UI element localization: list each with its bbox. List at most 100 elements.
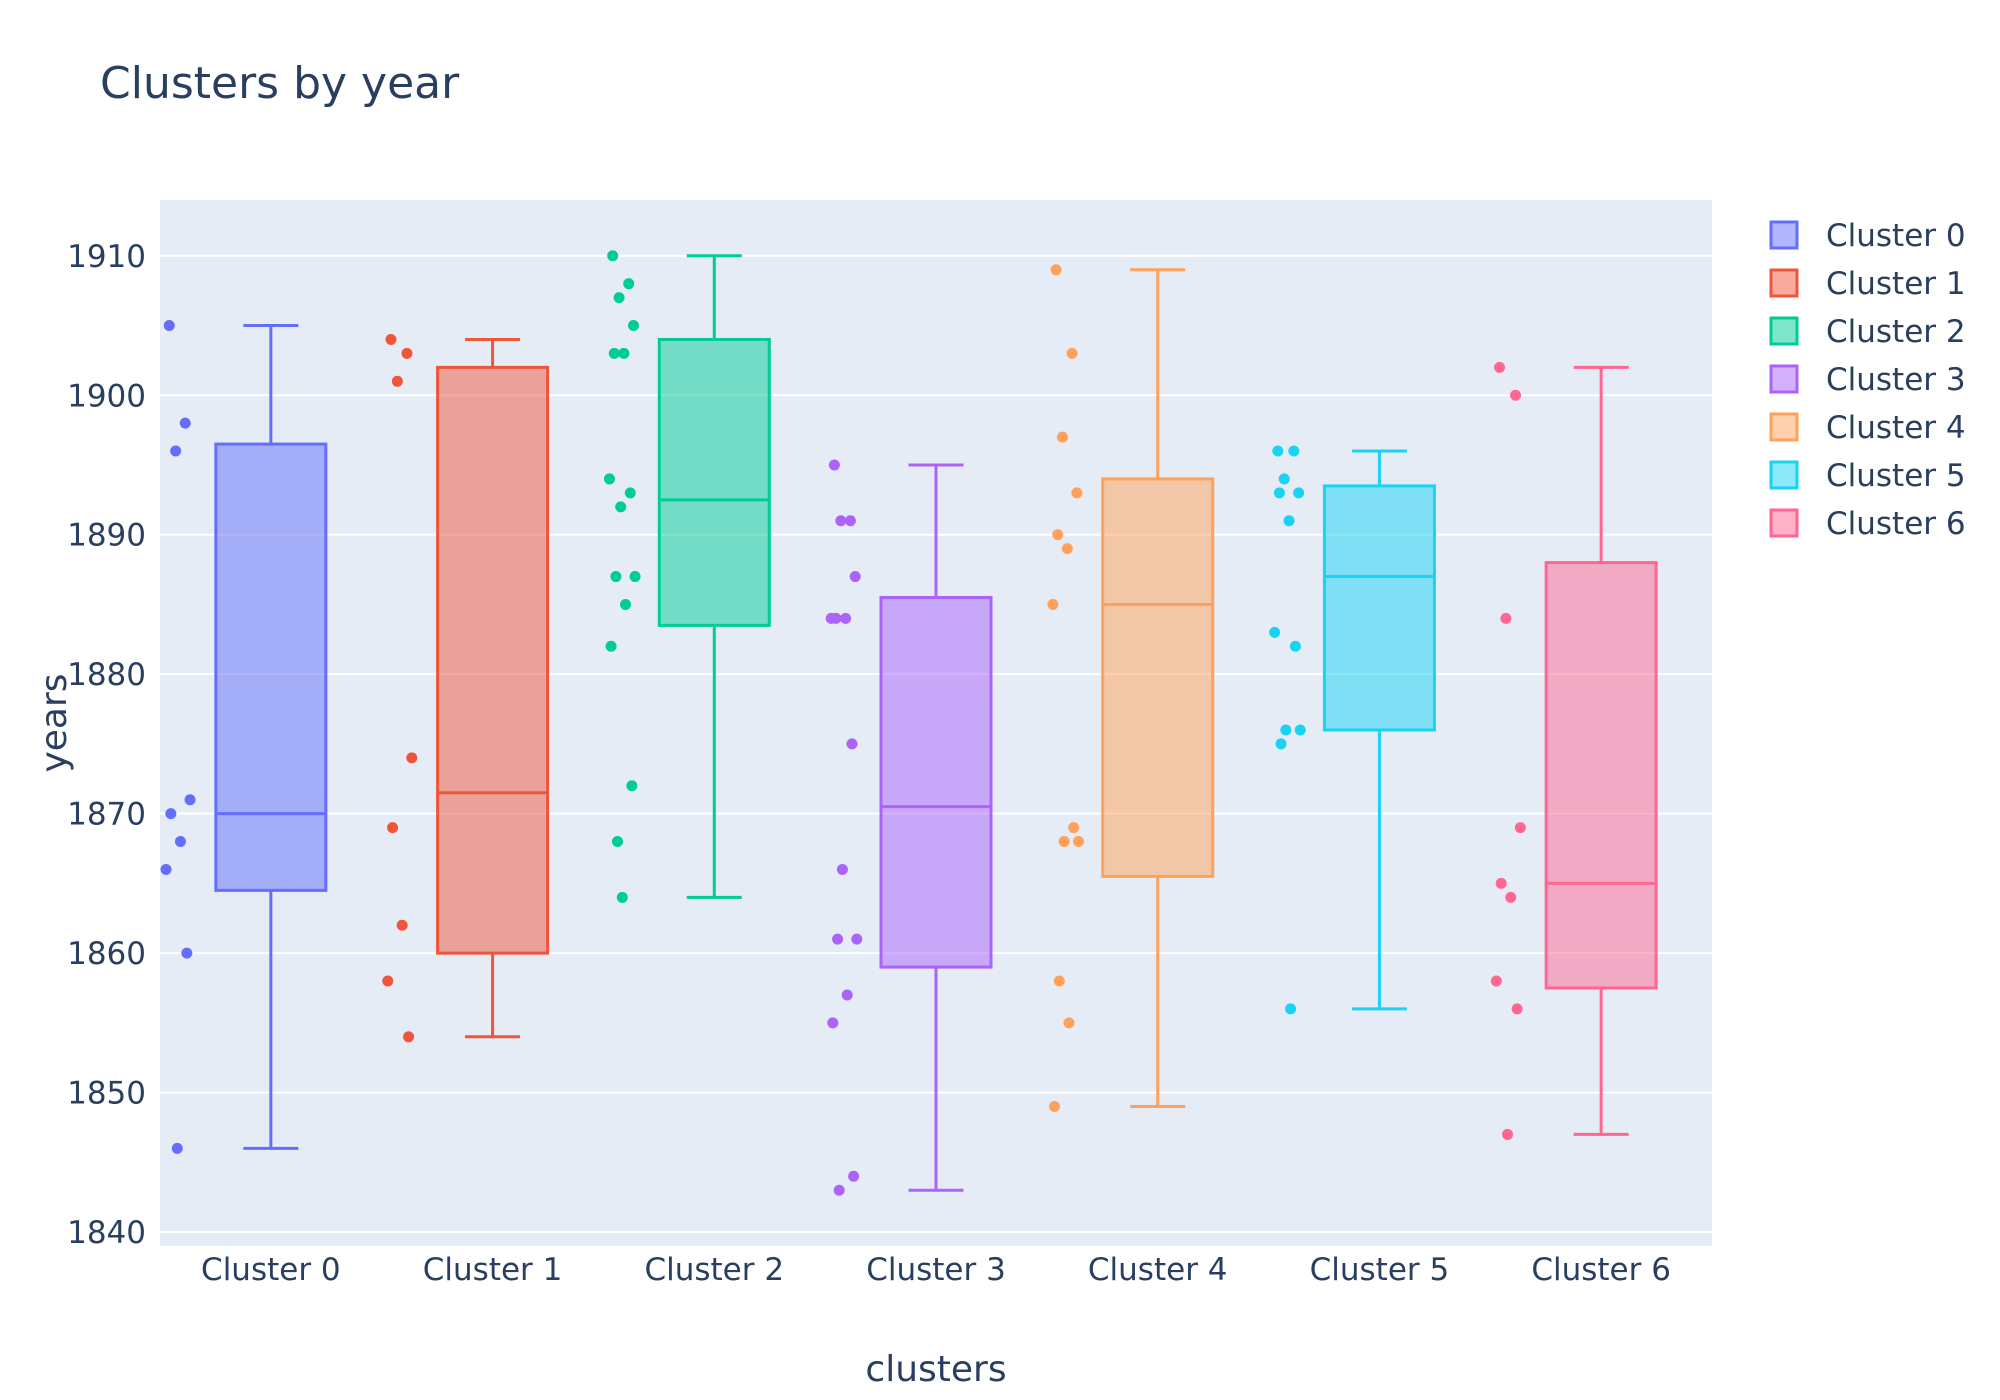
data-point[interactable] [835, 515, 847, 527]
data-point[interactable] [603, 473, 615, 485]
data-point[interactable] [851, 933, 863, 945]
box-trace-0 [160, 320, 328, 1154]
data-point[interactable] [1275, 738, 1287, 750]
legend-item-2[interactable]: Cluster 2 [1769, 314, 1966, 350]
data-point[interactable] [1490, 975, 1502, 987]
data-point[interactable] [832, 933, 844, 945]
data-point[interactable] [1050, 264, 1062, 276]
data-point[interactable] [1068, 822, 1080, 834]
data-point[interactable] [1288, 445, 1300, 457]
data-point[interactable] [170, 445, 182, 457]
iqr-box[interactable] [657, 337, 771, 627]
data-point[interactable] [1049, 1101, 1061, 1113]
data-point[interactable] [1073, 836, 1085, 848]
data-point[interactable] [608, 347, 620, 359]
data-point[interactable] [626, 780, 638, 792]
data-point[interactable] [1494, 361, 1506, 373]
data-point[interactable] [1057, 431, 1069, 443]
data-point[interactable] [1066, 347, 1078, 359]
data-point[interactable] [849, 571, 861, 583]
data-point[interactable] [1071, 487, 1083, 499]
data-point[interactable] [174, 836, 186, 848]
data-point[interactable] [1500, 612, 1512, 624]
data-point[interactable] [1289, 640, 1301, 652]
data-point[interactable] [1502, 1128, 1514, 1140]
data-point[interactable] [1063, 1017, 1075, 1029]
data-point[interactable] [385, 333, 397, 345]
data-point[interactable] [836, 863, 848, 875]
legend-item-1[interactable]: Cluster 1 [1769, 266, 1966, 302]
data-point[interactable] [623, 278, 635, 290]
data-point[interactable] [179, 417, 191, 429]
data-point[interactable] [401, 347, 413, 359]
data-point[interactable] [1273, 487, 1285, 499]
data-point[interactable] [629, 571, 641, 583]
data-point[interactable] [618, 347, 630, 359]
data-point[interactable] [387, 822, 399, 834]
data-point[interactable] [624, 487, 636, 499]
data-point[interactable] [616, 891, 628, 903]
data-point[interactable] [165, 808, 177, 820]
data-point[interactable] [607, 250, 619, 262]
data-point[interactable] [1272, 445, 1284, 457]
data-point[interactable] [1047, 598, 1059, 610]
iqr-box[interactable] [214, 442, 328, 892]
legend-item-3[interactable]: Cluster 3 [1769, 362, 1966, 398]
data-point[interactable] [160, 863, 172, 875]
data-point[interactable] [1294, 724, 1306, 736]
data-point[interactable] [391, 375, 403, 387]
data-point[interactable] [1053, 975, 1065, 987]
data-point[interactable] [828, 459, 840, 471]
legend-item-6[interactable]: Cluster 6 [1769, 506, 1966, 542]
y-tick-label: 1840 [67, 1215, 146, 1251]
iqr-box[interactable] [1544, 561, 1658, 990]
data-point[interactable] [605, 640, 617, 652]
data-point[interactable] [840, 612, 852, 624]
data-point[interactable] [1505, 891, 1517, 903]
data-point[interactable] [627, 320, 639, 332]
iqr-box[interactable] [436, 365, 550, 955]
data-point[interactable] [1058, 836, 1070, 848]
data-point[interactable] [619, 598, 631, 610]
data-point[interactable] [163, 320, 175, 332]
data-point[interactable] [1514, 822, 1526, 834]
iqr-box[interactable] [1322, 484, 1436, 732]
data-point[interactable] [1511, 1003, 1523, 1015]
data-point[interactable] [1280, 724, 1292, 736]
data-point[interactable] [1285, 1003, 1297, 1015]
iqr-box[interactable] [879, 595, 993, 969]
data-point[interactable] [615, 501, 627, 513]
data-point[interactable] [1283, 515, 1295, 527]
data-point[interactable] [406, 752, 418, 764]
data-point[interactable] [403, 1031, 415, 1043]
data-point[interactable] [1278, 473, 1290, 485]
data-point[interactable] [613, 292, 625, 304]
data-point[interactable] [1061, 543, 1073, 555]
data-point[interactable] [611, 836, 623, 848]
data-point[interactable] [1495, 877, 1507, 889]
data-point[interactable] [610, 571, 622, 583]
legend-label: Cluster 1 [1826, 266, 1966, 302]
legend-item-0[interactable]: Cluster 0 [1769, 218, 1966, 254]
legend-item-4[interactable]: Cluster 4 [1769, 410, 1966, 446]
data-point[interactable] [1510, 389, 1522, 401]
legend-item-5[interactable]: Cluster 5 [1769, 458, 1966, 494]
data-point[interactable] [833, 1184, 845, 1196]
data-point[interactable] [171, 1142, 183, 1154]
data-point[interactable] [825, 612, 837, 624]
data-point[interactable] [827, 1017, 839, 1029]
y-tick-label: 1880 [67, 657, 146, 693]
data-point[interactable] [846, 738, 858, 750]
data-point[interactable] [396, 919, 408, 931]
data-point[interactable] [848, 1170, 860, 1182]
data-point[interactable] [1052, 529, 1064, 541]
iqr-box[interactable] [1101, 477, 1215, 878]
data-point[interactable] [1293, 487, 1305, 499]
data-point[interactable] [844, 515, 856, 527]
data-point[interactable] [181, 947, 193, 959]
data-point[interactable] [1269, 626, 1281, 638]
data-point[interactable] [184, 794, 196, 806]
data-point[interactable] [382, 975, 394, 987]
data-point[interactable] [841, 989, 853, 1001]
